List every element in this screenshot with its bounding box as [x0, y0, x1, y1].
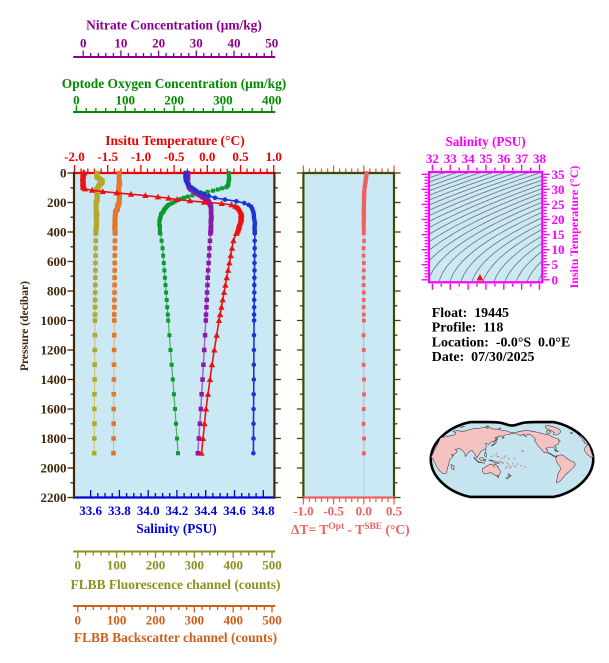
svg-text:0: 0 — [75, 558, 82, 573]
svg-text:100: 100 — [107, 613, 127, 628]
svg-text:Salinity (PSU): Salinity (PSU) — [445, 134, 525, 149]
svg-text:Date: 07/30/2025: Date: 07/30/2025 — [432, 350, 535, 365]
svg-text:200: 200 — [146, 613, 166, 628]
svg-text:Insitu Temperature (°C): Insitu Temperature (°C) — [105, 133, 244, 148]
svg-text:FLBB Fluorescence channel (cou: FLBB Fluorescence channel (counts) — [71, 577, 281, 592]
svg-text:33.8: 33.8 — [108, 503, 131, 518]
svg-text:-1.5: -1.5 — [97, 149, 118, 164]
svg-text:1600: 1600 — [41, 402, 67, 417]
svg-text:0.5: 0.5 — [232, 149, 249, 164]
svg-text:36: 36 — [497, 151, 511, 166]
svg-text:400: 400 — [262, 93, 282, 108]
svg-text:38: 38 — [533, 151, 547, 166]
svg-text:Nitrate Concentration (μm/kg): Nitrate Concentration (μm/kg) — [86, 18, 262, 33]
svg-text:1000: 1000 — [41, 313, 67, 328]
svg-text:33.6: 33.6 — [79, 503, 102, 518]
svg-text:Optode Oxygen Concentration (μ: Optode Oxygen Concentration (μm/kg) — [62, 76, 286, 91]
svg-text:Salinity (PSU): Salinity (PSU) — [136, 521, 216, 536]
svg-text:37: 37 — [515, 151, 529, 166]
svg-text:1.0: 1.0 — [266, 149, 282, 164]
svg-text:400: 400 — [47, 225, 67, 240]
svg-text:25: 25 — [552, 197, 566, 212]
svg-text:-0.5: -0.5 — [323, 504, 344, 519]
svg-text:200: 200 — [164, 93, 184, 108]
svg-text:33: 33 — [444, 151, 458, 166]
svg-text:-2.0: -2.0 — [64, 149, 85, 164]
svg-text:20: 20 — [552, 212, 565, 227]
svg-text:400: 400 — [223, 558, 243, 573]
svg-text:30: 30 — [552, 182, 565, 197]
svg-text:100: 100 — [115, 93, 135, 108]
svg-text:34.8: 34.8 — [252, 503, 275, 518]
svg-text:2000: 2000 — [41, 461, 67, 476]
svg-text:50: 50 — [265, 36, 278, 51]
svg-text:-1.0: -1.0 — [131, 149, 152, 164]
svg-text:Profile: 118: Profile: 118 — [432, 321, 504, 336]
svg-text:10: 10 — [552, 242, 565, 257]
svg-text:10: 10 — [114, 36, 127, 51]
svg-text:15: 15 — [552, 227, 566, 242]
svg-text:1400: 1400 — [41, 372, 67, 387]
svg-text:34.2: 34.2 — [166, 503, 189, 518]
svg-text:34.4: 34.4 — [194, 503, 217, 518]
svg-text:0: 0 — [75, 613, 82, 628]
svg-text:20: 20 — [152, 36, 165, 51]
svg-text:0: 0 — [73, 93, 80, 108]
svg-text:0.0: 0.0 — [199, 149, 215, 164]
svg-text:500: 500 — [262, 613, 282, 628]
svg-text:Location: -0.0°S 0.0°E: Location: -0.0°S 0.0°E — [432, 335, 570, 350]
svg-text:0: 0 — [552, 272, 559, 287]
svg-text:0.0: 0.0 — [356, 504, 372, 519]
svg-text:2200: 2200 — [41, 490, 67, 505]
svg-text:-0.5: -0.5 — [164, 149, 185, 164]
svg-text:Insitu Temperature (°C): Insitu Temperature (°C) — [567, 166, 581, 289]
svg-text:ΔT= TOpt - TSBE (°C): ΔT= TOpt - TSBE (°C) — [291, 522, 410, 537]
svg-text:Pressure (decibar): Pressure (decibar) — [19, 281, 31, 371]
svg-text:34.6: 34.6 — [223, 503, 246, 518]
svg-text:FLBB Backscatter channel (coun: FLBB Backscatter channel (counts) — [74, 630, 277, 645]
svg-text:300: 300 — [185, 558, 205, 573]
svg-text:35: 35 — [479, 151, 493, 166]
svg-text:1800: 1800 — [41, 431, 67, 446]
svg-text:40: 40 — [228, 36, 241, 51]
svg-text:30: 30 — [190, 36, 203, 51]
svg-text:35: 35 — [552, 167, 566, 182]
svg-text:500: 500 — [262, 558, 282, 573]
svg-text:300: 300 — [185, 613, 205, 628]
svg-text:200: 200 — [146, 558, 166, 573]
svg-text:34: 34 — [462, 151, 476, 166]
svg-text:200: 200 — [47, 195, 67, 210]
svg-text:0: 0 — [80, 36, 87, 51]
svg-text:Float: 19445: Float: 19445 — [432, 306, 509, 321]
svg-text:600: 600 — [47, 254, 67, 269]
svg-text:100: 100 — [107, 558, 127, 573]
svg-text:0.5: 0.5 — [386, 504, 403, 519]
svg-text:32: 32 — [426, 151, 439, 166]
svg-text:34.0: 34.0 — [137, 503, 160, 518]
svg-text:1200: 1200 — [41, 343, 67, 358]
svg-text:5: 5 — [552, 257, 559, 272]
svg-text:300: 300 — [213, 93, 233, 108]
svg-text:800: 800 — [47, 284, 67, 299]
svg-text:400: 400 — [223, 613, 243, 628]
svg-text:0: 0 — [60, 166, 67, 181]
svg-text:-1.0: -1.0 — [293, 504, 314, 519]
